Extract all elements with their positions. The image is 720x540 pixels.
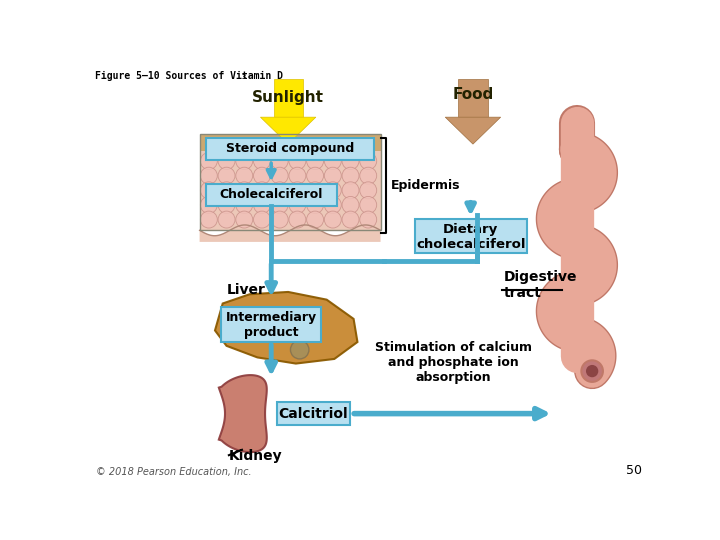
Circle shape: [200, 153, 217, 170]
Text: Epidermis: Epidermis: [390, 179, 460, 192]
Circle shape: [235, 197, 253, 213]
Polygon shape: [261, 117, 316, 144]
Circle shape: [289, 197, 306, 213]
Circle shape: [253, 153, 271, 170]
Circle shape: [235, 153, 253, 170]
FancyBboxPatch shape: [415, 219, 527, 253]
Circle shape: [253, 182, 271, 199]
Circle shape: [342, 197, 359, 213]
Circle shape: [586, 365, 598, 377]
Polygon shape: [445, 117, 500, 144]
Circle shape: [200, 197, 217, 213]
FancyBboxPatch shape: [276, 402, 350, 425]
Text: Sunlight: Sunlight: [252, 90, 324, 105]
Circle shape: [289, 211, 306, 228]
Bar: [199, 134, 381, 231]
Circle shape: [271, 167, 288, 184]
Circle shape: [218, 211, 235, 228]
Circle shape: [200, 182, 217, 199]
Polygon shape: [219, 375, 267, 452]
Bar: [199, 151, 381, 231]
Bar: [274, 79, 303, 117]
Text: © 2018 Pearson Education, Inc.: © 2018 Pearson Education, Inc.: [96, 467, 251, 477]
Text: Stimulation of calcium
and phosphate ion
absorption: Stimulation of calcium and phosphate ion…: [375, 341, 532, 384]
Text: Figure 5–10 Sources of Vitamin D: Figure 5–10 Sources of Vitamin D: [95, 71, 283, 81]
Circle shape: [271, 153, 288, 170]
Bar: [459, 79, 487, 117]
Circle shape: [324, 197, 341, 213]
Polygon shape: [215, 292, 357, 363]
Circle shape: [289, 182, 306, 199]
Circle shape: [360, 197, 377, 213]
FancyBboxPatch shape: [206, 138, 374, 159]
Text: Kidney: Kidney: [229, 449, 282, 463]
Circle shape: [289, 167, 306, 184]
Circle shape: [360, 211, 377, 228]
Circle shape: [342, 167, 359, 184]
Text: Dietary
cholecalciferol: Dietary cholecalciferol: [416, 222, 526, 251]
Text: 50: 50: [626, 464, 642, 477]
Circle shape: [360, 167, 377, 184]
Bar: [199, 134, 381, 151]
Circle shape: [307, 182, 323, 199]
Circle shape: [289, 153, 306, 170]
Circle shape: [324, 182, 341, 199]
Circle shape: [200, 211, 217, 228]
Circle shape: [324, 153, 341, 170]
Circle shape: [218, 182, 235, 199]
Circle shape: [271, 211, 288, 228]
Circle shape: [342, 182, 359, 199]
Circle shape: [271, 182, 288, 199]
Circle shape: [218, 197, 235, 213]
Circle shape: [342, 153, 359, 170]
Circle shape: [342, 211, 359, 228]
Circle shape: [253, 167, 271, 184]
Circle shape: [307, 197, 323, 213]
Text: 3: 3: [241, 74, 246, 80]
FancyBboxPatch shape: [221, 307, 321, 342]
Text: Digestive
tract: Digestive tract: [504, 270, 577, 300]
Circle shape: [360, 153, 377, 170]
Circle shape: [235, 167, 253, 184]
Circle shape: [581, 360, 603, 382]
Circle shape: [235, 211, 253, 228]
Text: Food: Food: [452, 86, 494, 102]
Text: Liver: Liver: [227, 284, 266, 298]
Circle shape: [271, 197, 288, 213]
Circle shape: [324, 167, 341, 184]
Text: Calcitriol: Calcitriol: [279, 407, 348, 421]
FancyBboxPatch shape: [206, 184, 337, 206]
Circle shape: [253, 197, 271, 213]
Circle shape: [253, 211, 271, 228]
Circle shape: [307, 167, 323, 184]
Circle shape: [360, 182, 377, 199]
Circle shape: [200, 167, 217, 184]
Circle shape: [218, 153, 235, 170]
Circle shape: [307, 153, 323, 170]
Polygon shape: [199, 225, 381, 242]
Circle shape: [218, 167, 235, 184]
Circle shape: [307, 211, 323, 228]
Text: Intermediary
product: Intermediary product: [225, 311, 317, 339]
Circle shape: [290, 340, 309, 359]
Text: Cholecalciferol: Cholecalciferol: [220, 188, 323, 201]
Circle shape: [324, 211, 341, 228]
Circle shape: [235, 182, 253, 199]
Text: Steroid compound: Steroid compound: [225, 142, 354, 155]
